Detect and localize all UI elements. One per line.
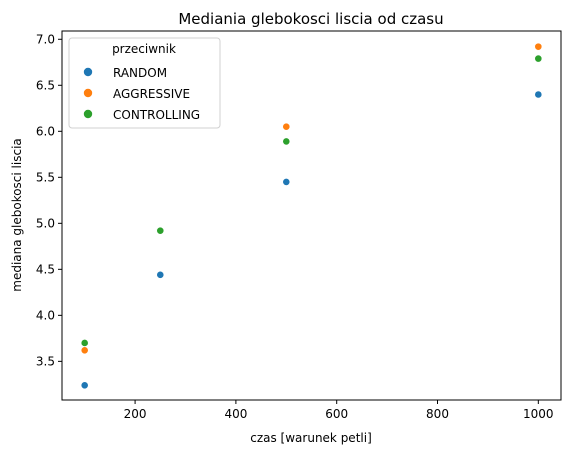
x-tick-label: 600 — [325, 407, 348, 421]
y-tick-label: 4.5 — [36, 262, 55, 276]
legend-title: przeciwnik — [112, 42, 176, 56]
x-tick-label: 1000 — [523, 407, 554, 421]
data-point-controlling — [81, 339, 88, 346]
x-tick-label: 200 — [124, 407, 147, 421]
y-tick-label: 3.5 — [36, 354, 55, 368]
legend-label: RANDOM — [113, 66, 167, 80]
data-point-controlling — [283, 138, 290, 145]
y-tick-label: 5.0 — [36, 216, 55, 230]
data-point-random — [81, 382, 88, 389]
y-tick-label: 7.0 — [36, 32, 55, 46]
legend-marker — [84, 89, 92, 97]
data-point-controlling — [157, 227, 164, 234]
y-axis-label: mediana glebokosci liscia — [10, 138, 24, 292]
y-tick-label: 4.0 — [36, 308, 55, 322]
data-point-random — [535, 91, 542, 98]
x-tick-label: 800 — [426, 407, 449, 421]
y-tick-label: 6.5 — [36, 78, 55, 92]
y-tick-label: 6.0 — [36, 124, 55, 138]
y-axis: 3.5 4.0 4.5 5.0 5.5 6.0 6.5 7.0 — [36, 32, 62, 368]
data-point-aggressive — [81, 347, 88, 354]
data-point-random — [157, 271, 164, 278]
legend: przeciwnik RANDOM AGGRESSIVE CONTROLLING — [69, 38, 220, 128]
legend-marker — [84, 68, 92, 76]
legend-marker — [84, 110, 92, 118]
data-point-controlling — [535, 55, 542, 62]
data-point-random — [283, 178, 290, 185]
x-axis: 200 400 600 800 1000 — [124, 400, 554, 421]
chart-title: Mediania glebokosci liscia od czasu — [178, 10, 443, 28]
y-tick-label: 5.5 — [36, 170, 55, 184]
data-point-aggressive — [283, 123, 290, 130]
x-axis-label: czas [warunek petli] — [250, 431, 372, 445]
data-point-aggressive — [535, 43, 542, 50]
legend-label: AGGRESSIVE — [113, 87, 190, 101]
legend-label: CONTROLLING — [113, 108, 200, 122]
series-random — [81, 91, 542, 389]
x-tick-label: 400 — [224, 407, 247, 421]
